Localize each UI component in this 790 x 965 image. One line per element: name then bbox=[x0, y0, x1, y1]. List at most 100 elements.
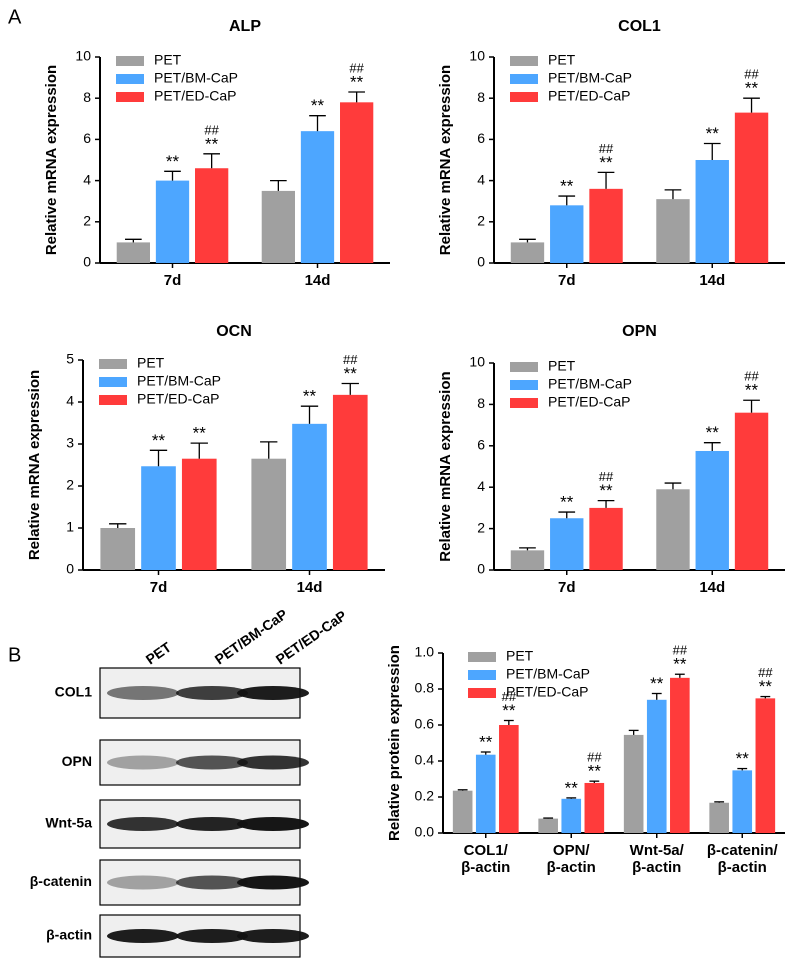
bar bbox=[589, 188, 623, 263]
significance-label: ## bbox=[587, 750, 602, 765]
bar bbox=[195, 168, 229, 263]
legend-label: PET/BM-CaP bbox=[154, 70, 238, 86]
bar bbox=[292, 423, 327, 570]
blot-band bbox=[107, 686, 179, 700]
error-bar bbox=[300, 405, 319, 424]
x-tick-label: 14d bbox=[699, 272, 726, 289]
significance-label: ** bbox=[344, 364, 358, 383]
legend-swatch bbox=[510, 362, 538, 372]
legend-swatch bbox=[510, 74, 538, 84]
y-tick-label: 5 bbox=[66, 351, 74, 367]
bar bbox=[561, 798, 582, 833]
significance-label: ** bbox=[759, 677, 773, 696]
blot-band bbox=[176, 929, 248, 943]
y-tick-label: 0.2 bbox=[415, 788, 435, 804]
error-bar bbox=[480, 751, 491, 755]
y-tick-label: 0.8 bbox=[415, 680, 435, 696]
bar bbox=[499, 725, 519, 833]
legend-label: PET/BM-CaP bbox=[548, 376, 632, 392]
error-bar bbox=[125, 238, 142, 243]
y-tick-label: 6 bbox=[477, 130, 485, 146]
bar bbox=[732, 770, 753, 833]
blot-band bbox=[237, 929, 309, 943]
error-bar bbox=[664, 482, 682, 490]
error-bar bbox=[664, 189, 682, 200]
legend-label: PET bbox=[137, 355, 165, 371]
legend-label: PET bbox=[154, 52, 182, 68]
y-tick-label: 10 bbox=[469, 48, 485, 64]
error-bar bbox=[760, 695, 771, 699]
significance-label: ## bbox=[343, 352, 358, 367]
y-tick-label: 0 bbox=[477, 254, 485, 270]
significance-label: ## bbox=[673, 643, 688, 658]
error-bar bbox=[737, 767, 748, 771]
blot-row-label: Wnt-5a bbox=[45, 815, 92, 831]
legend-swatch bbox=[510, 92, 538, 102]
y-tick-label: 0 bbox=[477, 561, 485, 577]
error-bar bbox=[260, 441, 278, 459]
y-tick-label: 6 bbox=[83, 130, 91, 146]
y-tick-label: 0 bbox=[83, 254, 91, 270]
y-tick-label: 0.6 bbox=[415, 716, 435, 732]
bar bbox=[589, 507, 623, 570]
bar bbox=[300, 131, 335, 263]
significance-label: ## bbox=[744, 369, 759, 384]
bar bbox=[646, 699, 667, 833]
x-tick-label: 14d bbox=[296, 579, 323, 596]
y-tick-label: 6 bbox=[477, 437, 485, 453]
legend-label: PET/BM-CaP bbox=[137, 373, 221, 389]
error-bar bbox=[190, 442, 208, 459]
bar bbox=[734, 112, 769, 264]
blot-band bbox=[237, 817, 309, 831]
y-axis-title: Relative protein expression bbox=[386, 645, 403, 841]
legend-label: PET/ED-CaP bbox=[506, 684, 588, 700]
significance-label: ** bbox=[745, 79, 759, 98]
legend-swatch bbox=[468, 652, 496, 662]
significance-label: ## bbox=[744, 67, 759, 82]
significance-label: ** bbox=[502, 701, 516, 720]
significance-label: ** bbox=[745, 381, 759, 400]
y-tick-label: 4 bbox=[477, 478, 485, 494]
significance-label: ** bbox=[588, 762, 602, 781]
blot-row-label: COL1 bbox=[55, 684, 93, 700]
bar bbox=[695, 450, 729, 570]
error-bar bbox=[348, 91, 365, 103]
blot-band bbox=[237, 755, 309, 770]
error-bar bbox=[503, 719, 514, 725]
significance-label: ** bbox=[706, 423, 720, 442]
legend-label: PET/BM-CaP bbox=[548, 70, 632, 86]
x-tick-label: COL1/ β-actin bbox=[461, 842, 511, 876]
y-tick-label: 1.0 bbox=[415, 644, 435, 660]
error-bar bbox=[743, 97, 760, 113]
y-tick-label: 2 bbox=[477, 213, 485, 229]
x-tick-label: 14d bbox=[304, 272, 331, 289]
bar bbox=[538, 818, 558, 833]
y-axis-title: Relative mRNA expression bbox=[437, 371, 454, 561]
chart-title: OPN bbox=[622, 323, 657, 340]
bar bbox=[100, 528, 136, 570]
error-bar bbox=[519, 238, 536, 243]
legend-swatch bbox=[510, 398, 538, 408]
y-tick-label: 4 bbox=[83, 171, 91, 187]
legend-label: PET bbox=[548, 52, 576, 68]
y-tick-label: 8 bbox=[477, 395, 485, 411]
significance-label: ** bbox=[565, 778, 579, 797]
legend-swatch bbox=[116, 92, 144, 102]
significance-label: ** bbox=[350, 73, 364, 92]
legend-swatch bbox=[510, 56, 538, 66]
error-bar bbox=[558, 511, 576, 519]
significance-label: ** bbox=[673, 655, 687, 674]
blot-band bbox=[107, 817, 179, 831]
x-tick-label: OPN/ β-actin bbox=[546, 842, 596, 876]
legend-swatch bbox=[116, 74, 144, 84]
error-bar bbox=[519, 547, 536, 551]
legend-label: PET bbox=[506, 648, 534, 664]
y-tick-label: 10 bbox=[75, 48, 91, 64]
error-bar bbox=[743, 399, 760, 413]
error-bar bbox=[651, 692, 662, 700]
legend-label: PET/ED-CaP bbox=[548, 88, 630, 104]
significance-label: ** bbox=[599, 153, 613, 172]
legend-swatch bbox=[468, 688, 496, 698]
blot-row-label: β-actin bbox=[46, 927, 92, 943]
error-bar bbox=[597, 171, 615, 189]
